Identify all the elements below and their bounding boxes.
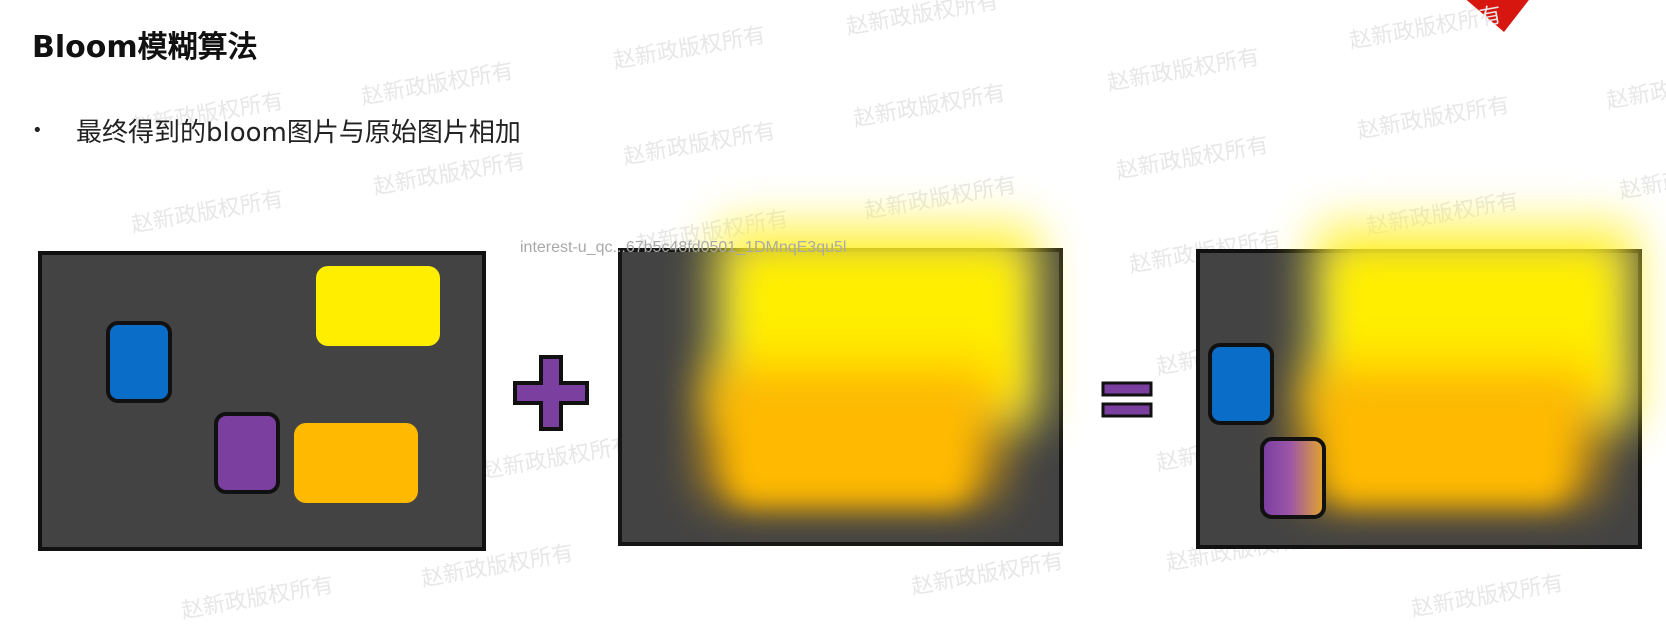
watermark: 赵新政版权所有 bbox=[1105, 44, 1262, 97]
watermark: 赵新政版权所有 bbox=[479, 432, 636, 485]
watermark: 赵新政版权所有 bbox=[1409, 570, 1566, 623]
orange-bloom bbox=[730, 394, 970, 504]
watermark: 赵新政版权所有 bbox=[1347, 2, 1504, 55]
blue-rect bbox=[106, 321, 172, 403]
watermark: 赵新政版权所有 bbox=[909, 548, 1066, 601]
watermark: 赵新政版权所有 bbox=[851, 80, 1008, 133]
orange-rect bbox=[294, 423, 418, 503]
blue-rect bbox=[1208, 343, 1274, 425]
watermark: 赵新政版权所有 bbox=[621, 118, 778, 171]
bloom-image-panel bbox=[618, 222, 1063, 546]
watermark: 赵新政版权所有 bbox=[129, 186, 286, 239]
watermark: 赵新政版权所有 bbox=[1604, 62, 1666, 115]
watermark: 赵新政版权所有 bbox=[844, 0, 1001, 41]
yellow-rect bbox=[316, 266, 440, 346]
slide-title: Bloom模糊算法 bbox=[32, 30, 258, 65]
overlay-id-text: interest-u_qc...67b5c48fd0501_1DMnqE3qu5… bbox=[520, 239, 847, 256]
equals-operator bbox=[1101, 381, 1153, 418]
watermark: 赵新政版权所有 bbox=[1355, 92, 1512, 145]
watermark: 赵新政版权所有 bbox=[179, 572, 336, 625]
watermark: 赵新政版权所有 bbox=[862, 172, 1019, 225]
watermark: 赵新政版权所有 bbox=[1617, 152, 1666, 205]
watermark: 赵新政版权所有 bbox=[371, 148, 528, 201]
purple-rect bbox=[1260, 437, 1326, 519]
orange-bloom bbox=[1328, 393, 1568, 503]
watermark: 赵新政版权所有 bbox=[359, 58, 516, 111]
plus-operator bbox=[513, 355, 589, 431]
result-image-panel bbox=[1196, 221, 1642, 549]
bullet-marker: • bbox=[32, 120, 43, 141]
watermark: 赵新政版权所有 bbox=[611, 22, 768, 75]
purple-rect bbox=[214, 412, 280, 494]
watermark: 赵新政版权所有 bbox=[1114, 132, 1271, 185]
bullet-text: 最终得到的bloom图片与原始图片相加 bbox=[76, 118, 521, 148]
original-image-panel bbox=[38, 251, 486, 551]
